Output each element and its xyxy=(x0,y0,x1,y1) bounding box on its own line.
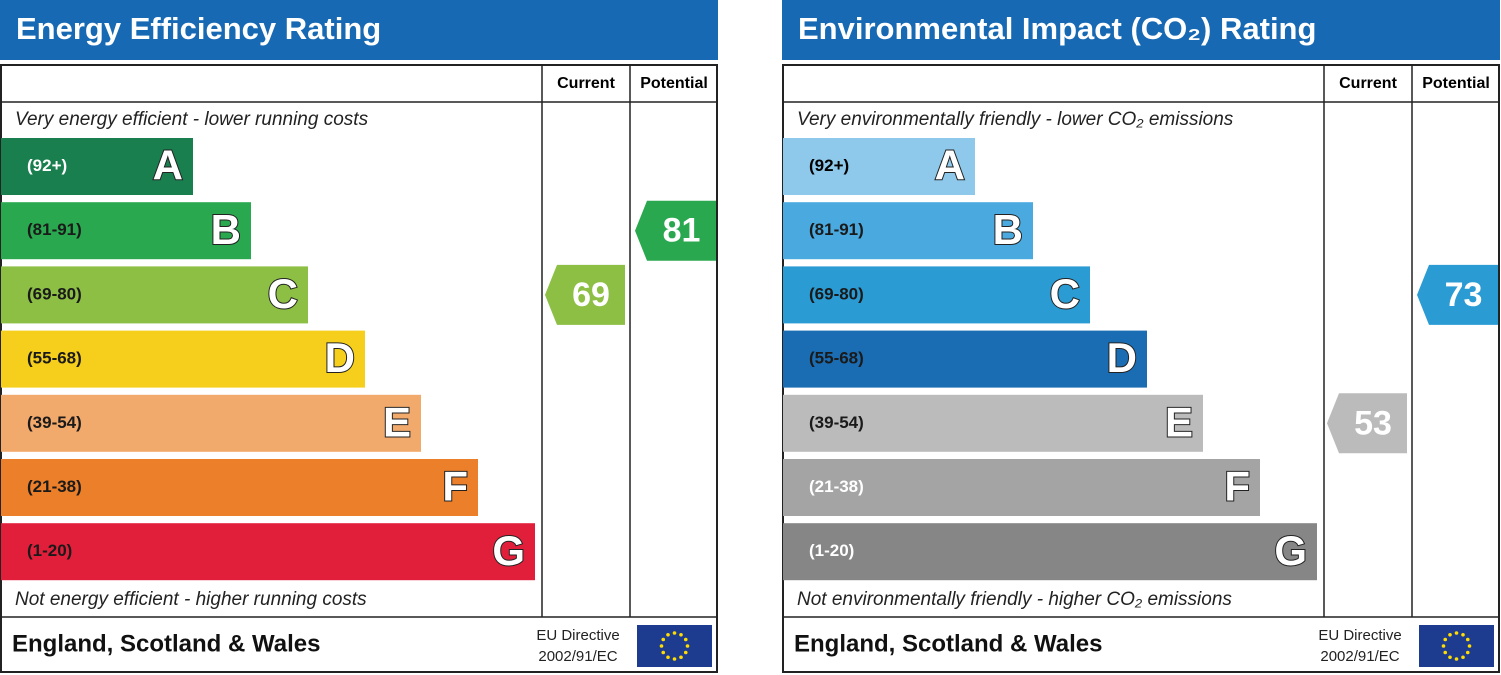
directive: EU Directive xyxy=(536,627,619,644)
rating-arrow xyxy=(1327,393,1407,454)
band-bar xyxy=(783,459,1260,516)
eu-star xyxy=(672,631,677,635)
eu-star xyxy=(659,644,664,648)
band-range: (21-38) xyxy=(27,477,82,496)
band-range: (1-20) xyxy=(809,541,854,560)
rating-value: 53 xyxy=(1354,404,1392,442)
band-letter: B xyxy=(993,206,1023,253)
band-range: (92+) xyxy=(27,156,67,175)
bottom-text: Not energy efficient - higher running co… xyxy=(15,589,367,610)
eu-star xyxy=(1461,632,1465,637)
band-bar xyxy=(783,394,1203,452)
top-text: Very environmentally friendly - lower CO… xyxy=(797,109,1234,130)
band-bar xyxy=(1,459,478,516)
eu-star xyxy=(683,637,688,642)
rating-arrow xyxy=(1417,264,1498,325)
band-bar xyxy=(783,138,975,195)
band-bar xyxy=(1,330,365,388)
rating-arrow xyxy=(635,200,716,261)
rating-panel: Environmental Impact (CO₂) Rating Current… xyxy=(782,0,1500,673)
eu-star xyxy=(661,637,666,642)
eu-star xyxy=(1465,650,1470,655)
rating-arrow xyxy=(545,264,625,325)
band-letter: A xyxy=(153,142,183,189)
rating-value: 81 xyxy=(663,212,701,250)
directive: EU Directive xyxy=(1318,627,1401,644)
eu-star xyxy=(1443,637,1448,642)
band-range: (81-91) xyxy=(809,220,864,239)
band-letter: D xyxy=(325,334,355,381)
band-range: (21-38) xyxy=(809,477,864,496)
panel-title: Environmental Impact (CO₂) Rating xyxy=(798,11,1316,46)
band-bar xyxy=(783,523,1317,581)
band-letter: F xyxy=(442,463,468,510)
band-bar xyxy=(783,330,1147,388)
panel-title: Energy Efficiency Rating xyxy=(16,11,381,46)
eu-star xyxy=(1454,631,1459,635)
band-range: (55-68) xyxy=(809,349,864,368)
eu-star xyxy=(666,655,670,660)
eu-star xyxy=(1461,655,1465,660)
eu-star xyxy=(1448,632,1452,637)
band-bar xyxy=(1,523,535,581)
eu-star xyxy=(1448,655,1452,660)
band-range: (39-54) xyxy=(809,413,864,432)
directive: 2002/91/EC xyxy=(538,648,617,665)
band-bar xyxy=(1,266,308,324)
rating-panel: Energy Efficiency Rating Current Potential… xyxy=(0,0,718,673)
band-range: (69-80) xyxy=(27,284,82,303)
band-letter: D xyxy=(1107,334,1137,381)
band-letter: G xyxy=(492,527,525,574)
top-text: Very energy efficient - lower running co… xyxy=(15,109,369,130)
band-letter: F xyxy=(1224,463,1250,510)
title-bar xyxy=(0,0,718,60)
eu-star xyxy=(679,655,683,660)
eu-star xyxy=(679,632,683,637)
band-bar xyxy=(1,138,193,195)
band-range: (69-80) xyxy=(809,284,864,303)
band-range: (39-54) xyxy=(27,413,82,432)
header-potential: Potential xyxy=(640,75,708,92)
band-letter: A xyxy=(935,142,965,189)
band-bar xyxy=(783,266,1090,324)
title-bar xyxy=(782,0,1500,60)
band-range: (55-68) xyxy=(27,349,82,368)
eu-star xyxy=(666,632,670,637)
rating-value: 69 xyxy=(572,276,610,314)
band-range: (92+) xyxy=(809,156,849,175)
eu-star xyxy=(683,650,688,655)
band-letter: E xyxy=(383,398,411,445)
eu-star xyxy=(672,657,677,661)
directive: 2002/91/EC xyxy=(1320,648,1399,665)
header-potential: Potential xyxy=(1422,75,1490,92)
band-letter: C xyxy=(1050,270,1080,317)
band-range: (81-91) xyxy=(27,220,82,239)
eu-star xyxy=(1465,637,1470,642)
eu-star xyxy=(661,650,666,655)
band-bar xyxy=(1,394,421,452)
eu-star xyxy=(685,644,690,648)
eu-star xyxy=(1467,644,1472,648)
band-letter: G xyxy=(1274,527,1307,574)
eu-star xyxy=(1443,650,1448,655)
footer: England, Scotland & Wales xyxy=(12,630,320,657)
band-bar xyxy=(1,202,251,260)
header-current: Current xyxy=(557,75,615,92)
eu-star xyxy=(1454,657,1459,661)
bottom-text: Not environmentally friendly - higher CO… xyxy=(797,589,1232,610)
band-bar xyxy=(783,202,1033,260)
header-current: Current xyxy=(1339,75,1397,92)
band-range: (1-20) xyxy=(27,541,72,560)
band-letter: B xyxy=(211,206,241,253)
footer: England, Scotland & Wales xyxy=(794,630,1102,657)
band-letter: C xyxy=(268,270,298,317)
eu-star xyxy=(1441,644,1446,648)
band-letter: E xyxy=(1165,398,1193,445)
rating-value: 73 xyxy=(1445,276,1483,314)
